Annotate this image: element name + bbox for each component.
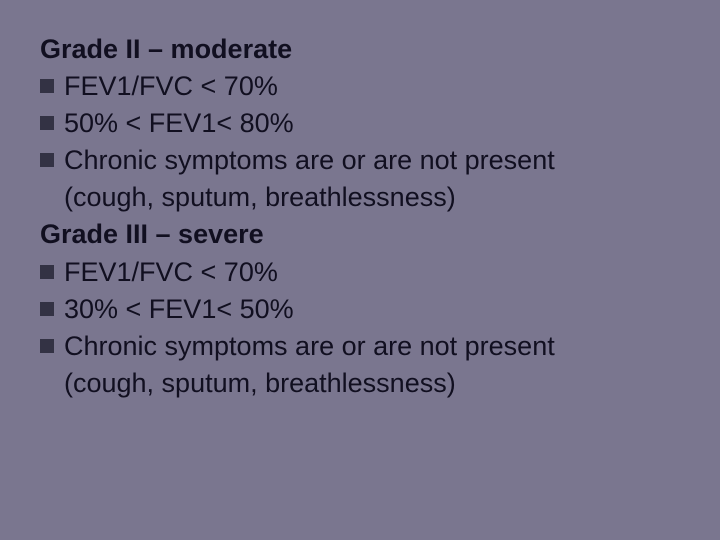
bullet-icon [40,116,54,130]
list-item: 50% < FEV1< 80% [40,106,706,141]
item-text: FEV1/FVC < 70% [64,69,278,104]
item-continuation: (cough, sputum, breathlessness) [64,366,706,401]
item-text: Chronic symptoms are or are not present [64,143,555,178]
item-text: 30% < FEV1< 50% [64,292,294,327]
list-item: FEV1/FVC < 70% [40,255,706,290]
bullet-icon [40,265,54,279]
bullet-icon [40,339,54,353]
list-item: Chronic symptoms are or are not present [40,143,706,178]
bullet-icon [40,302,54,316]
item-text: FEV1/FVC < 70% [64,255,278,290]
bullet-icon [40,79,54,93]
list-item: 30% < FEV1< 50% [40,292,706,327]
list-item: FEV1/FVC < 70% [40,69,706,104]
item-text: Chronic symptoms are or are not present [64,329,555,364]
list-item: Chronic symptoms are or are not present [40,329,706,364]
grade-3-heading: Grade III – severe [40,217,706,252]
grade-2-heading: Grade II – moderate [40,32,706,67]
item-continuation: (cough, sputum, breathlessness) [64,180,706,215]
item-text: 50% < FEV1< 80% [64,106,294,141]
bullet-icon [40,153,54,167]
